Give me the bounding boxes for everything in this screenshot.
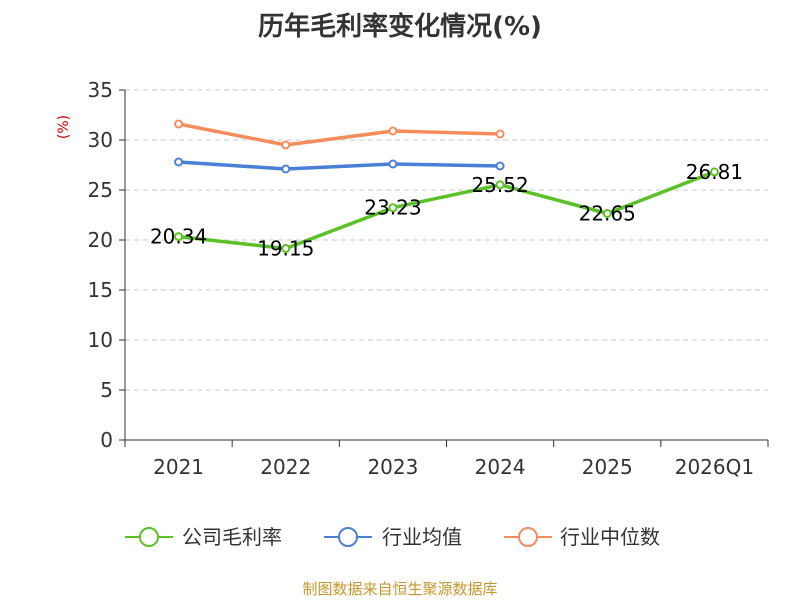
legend-marker bbox=[518, 527, 538, 547]
data-label: 22.65 bbox=[579, 202, 636, 226]
x-tick-label: 2025 bbox=[582, 455, 633, 479]
data-label: 19.15 bbox=[257, 237, 314, 261]
data-point bbox=[709, 167, 719, 177]
data-label: 23.23 bbox=[364, 196, 421, 220]
data-label: 20.34 bbox=[150, 225, 207, 249]
y-tick-label: 20 bbox=[88, 228, 113, 252]
x-tick-label: 2021 bbox=[153, 455, 204, 479]
y-tick-label: 15 bbox=[88, 278, 113, 302]
grid-layer bbox=[125, 89, 768, 391]
data-point bbox=[281, 244, 291, 253]
y-tick-label: 10 bbox=[88, 328, 113, 352]
data-label: 25.52 bbox=[471, 173, 528, 197]
data-point bbox=[495, 129, 505, 139]
data-point bbox=[281, 140, 291, 150]
legend-marker bbox=[338, 527, 358, 547]
x-tick-label: 2022 bbox=[260, 455, 311, 479]
y-tick-label: 0 bbox=[100, 428, 113, 452]
y-axis-label: (%) bbox=[56, 115, 72, 139]
series-line-1 bbox=[178, 160, 501, 171]
legend-marker bbox=[139, 527, 159, 547]
x-tick-label: 2023 bbox=[367, 455, 418, 479]
series-line-2 bbox=[178, 122, 501, 147]
data-point bbox=[495, 180, 505, 190]
data-label: 26.81 bbox=[686, 160, 743, 184]
legend: 公司毛利率 行业均值 行业中位数 bbox=[125, 525, 660, 549]
legend-label: 公司毛利率 bbox=[182, 525, 282, 549]
y-tick-label: 30 bbox=[88, 128, 113, 152]
series-line-0 bbox=[178, 170, 716, 251]
data-point bbox=[388, 203, 398, 213]
legend-label: 行业均值 bbox=[382, 525, 462, 549]
x-tick-label: 2024 bbox=[475, 455, 526, 479]
y-tick-label: 5 bbox=[100, 378, 113, 402]
data-point bbox=[495, 161, 505, 171]
data-point bbox=[174, 232, 184, 242]
y-tick-label: 35 bbox=[88, 78, 113, 102]
data-point bbox=[174, 119, 184, 129]
y-tick-label: 25 bbox=[88, 178, 113, 202]
data-label-layer: 20.34 19.15 23.23 25.52 22.65 26.81 bbox=[150, 160, 743, 261]
data-point bbox=[602, 209, 612, 218]
series-layer bbox=[174, 119, 719, 253]
chart-title: 历年毛利率变化情况(%) bbox=[258, 12, 542, 42]
data-point bbox=[281, 164, 291, 174]
data-point bbox=[388, 126, 398, 136]
data-point bbox=[388, 159, 398, 169]
x-tick-label: 2026Q1 bbox=[675, 455, 754, 479]
source-note: 制图数据来自恒生聚源数据库 bbox=[302, 580, 498, 598]
data-point bbox=[174, 157, 184, 167]
legend-label: 行业中位数 bbox=[560, 525, 660, 549]
